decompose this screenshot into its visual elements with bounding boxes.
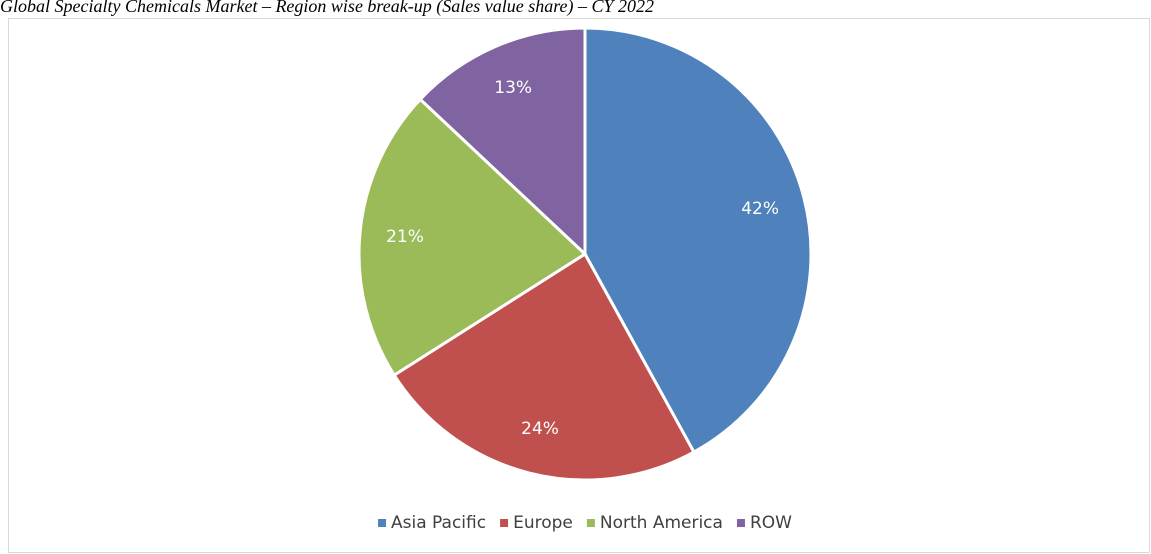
pie-slice [583, 26, 813, 455]
pie-slice [392, 251, 696, 482]
legend-swatch [736, 519, 745, 527]
data-label: 21% [386, 227, 424, 247]
legend-swatch [500, 519, 509, 527]
legend-swatch [378, 519, 387, 527]
data-label: 13% [494, 78, 532, 98]
legend-swatch [586, 519, 595, 527]
pie-slice [418, 26, 587, 258]
legend-label: Asia Pacific [391, 513, 486, 533]
chart-title: Global Specialty Chemicals Market – Regi… [0, 0, 654, 17]
data-label: 42% [741, 199, 779, 219]
data-label: 24% [521, 419, 559, 439]
pie-slice [357, 97, 588, 378]
legend-label: North America [600, 513, 723, 533]
legend-label: Europe [513, 513, 573, 533]
legend-label: ROW [750, 513, 792, 533]
